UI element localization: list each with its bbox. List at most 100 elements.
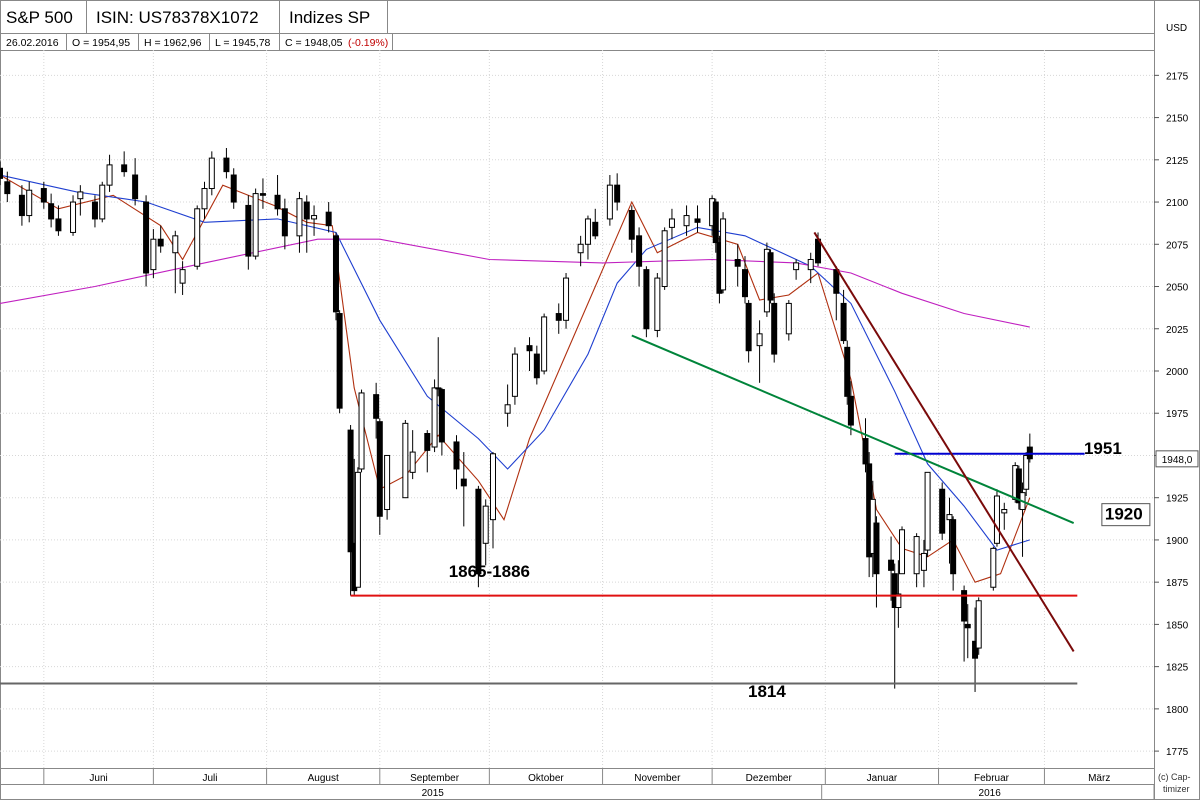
header: S&P 500 ISIN: US78378X1072 Indizes SP 26… [0,0,1154,51]
month-label: Juni [89,773,107,784]
candle-body [281,208,288,237]
y-axis-ticks: 1775180018251850187519001925195019752000… [1154,71,1189,758]
x-axis-labels: Juni Juli August September Oktober November De… [43,768,1155,800]
candle-body [847,395,854,426]
trend-lines [0,231,1085,685]
month-label: Februar [974,773,1010,784]
y-tick-label: 1900 [1166,536,1189,547]
candle-body [683,215,690,227]
candle-body [150,238,157,271]
y-tick-label: 2125 [1166,156,1189,167]
candle-body [793,262,800,271]
candle-body [888,559,895,571]
candle-body [807,258,814,271]
candle-body [756,333,763,347]
candle-body [4,181,11,195]
candle-body [785,302,792,335]
last-price-marker: 1948,0 [1155,450,1199,468]
candle-body [844,346,851,397]
candle-body [132,174,139,200]
candle-body [745,302,752,352]
y-tick-label: 2025 [1166,325,1189,336]
candle-body [840,302,847,342]
annotation-box [1101,503,1151,527]
candle-body [741,269,748,298]
exchange-label: Indizes SP [289,8,370,27]
close-value: C = 1948,05 [285,37,343,49]
low-value: L = 1945,78 [215,37,271,49]
candle-body [354,471,361,588]
y-tick-label: 2075 [1166,240,1189,251]
candle-body [438,389,445,443]
candle-body [402,422,409,499]
candle-body [18,194,25,217]
month-label: August [308,773,339,784]
candle-body [70,201,77,233]
candle-body [121,164,128,173]
candle-body [993,495,1000,544]
candle-body [409,451,416,473]
y-tick-label: 2000 [1166,367,1189,378]
candle-body [939,488,946,534]
y-tick-label: 1800 [1166,705,1189,716]
year-label: 2015 [422,788,445,799]
candle-body [654,277,661,331]
candle-body [961,590,968,622]
candle-body [712,201,719,244]
candle-body [767,252,774,301]
candle-body [172,235,179,254]
candle-body [555,313,562,321]
high-value: H = 1962,96 [144,37,202,49]
candle-body [325,211,332,227]
candle-body [1001,509,1008,514]
candle-body [964,623,971,629]
annotation-label: 1951 [1084,439,1122,458]
candle-body [223,157,230,173]
candle-body [950,519,957,575]
y-tick-label: 1850 [1166,620,1189,631]
candle-body [296,198,303,237]
candle-body [643,269,650,330]
symbol-title: S&P 500 [6,8,73,27]
candle-body [972,640,979,659]
candle-body [584,218,591,245]
candle-body [332,235,339,313]
candle-body [990,547,997,588]
last-price-box [1155,450,1199,468]
credit-line-2: timizer [1163,784,1190,794]
candle-body [336,313,343,409]
month-label: Oktober [528,773,564,784]
candle-body [157,238,164,247]
candle-body [533,353,540,379]
candle-body [895,593,902,609]
y-tick-label: 1925 [1166,494,1189,505]
month-label: November [634,773,681,784]
candle-body [48,203,55,220]
annotations: 1865-1886 1951 1920 1814 [449,439,1151,701]
credit-line-1: (c) Cap- [1158,772,1191,782]
candle-body [431,387,438,448]
candle-body [482,505,489,544]
y-tick-label: 2100 [1166,198,1189,209]
candle-body [661,230,668,288]
candle-body [614,184,621,203]
candle-body [106,164,113,186]
candle-body [179,269,186,284]
candle-body [99,184,106,220]
candle-body [208,157,215,190]
candle-body [0,167,3,179]
open-value: O = 1954,95 [72,37,130,49]
candle-body [201,188,208,210]
candle-body [946,514,953,521]
candle-body [720,218,727,291]
candle-body [252,193,259,257]
candle-body [913,536,920,575]
grid-lines [0,50,1154,768]
candle-body [668,218,675,228]
candle-body [373,394,380,419]
candle-body [274,194,281,210]
y-tick-label: 2175 [1166,71,1189,82]
trend-line [813,231,1075,652]
